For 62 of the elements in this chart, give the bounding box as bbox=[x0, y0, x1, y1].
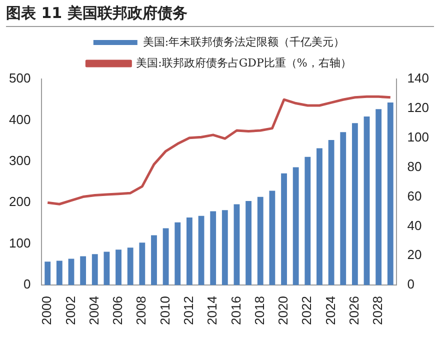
y2-tick-label: 120 bbox=[407, 100, 430, 116]
x-tick-label: 2010 bbox=[157, 296, 172, 325]
bar bbox=[269, 190, 276, 286]
y-tick-label: 200 bbox=[8, 194, 31, 210]
bar bbox=[56, 260, 62, 286]
bar bbox=[174, 222, 181, 286]
bar bbox=[316, 148, 322, 286]
legend-label: 美国:年末联邦债务法定限额（千亿美元） bbox=[142, 35, 345, 48]
bar bbox=[198, 216, 204, 286]
bar bbox=[162, 228, 169, 286]
x-tick-label: 2004 bbox=[86, 296, 102, 325]
bar bbox=[257, 196, 264, 286]
bar bbox=[127, 248, 134, 286]
x-tick-label: 2006 bbox=[110, 296, 126, 325]
bar bbox=[340, 132, 346, 286]
bar bbox=[151, 235, 157, 286]
bar bbox=[292, 167, 299, 286]
bar bbox=[387, 102, 394, 286]
bar bbox=[104, 252, 110, 286]
x-tick-label: 2018 bbox=[252, 296, 267, 325]
bar bbox=[116, 250, 122, 286]
x-tick-label: 2000 bbox=[39, 296, 54, 325]
x-tick-label: 2008 bbox=[134, 296, 149, 325]
bar bbox=[304, 156, 311, 286]
bar bbox=[210, 211, 216, 286]
y2-tick-label: 140 bbox=[407, 70, 430, 86]
bar bbox=[186, 217, 192, 286]
chart-title: 图表 11 美国联邦政府债务 bbox=[6, 4, 434, 27]
bar bbox=[246, 201, 252, 286]
bar bbox=[222, 210, 228, 286]
y2-tick-label: 60 bbox=[407, 188, 422, 204]
bar bbox=[80, 256, 86, 286]
y-tick-label: 0 bbox=[23, 276, 31, 292]
x-tick-label: 2016 bbox=[228, 296, 244, 325]
bar bbox=[328, 140, 334, 286]
y2-tick-label: 0 bbox=[407, 276, 415, 292]
bar bbox=[364, 116, 370, 286]
bar bbox=[281, 173, 287, 286]
x-tick-label: 2002 bbox=[62, 296, 78, 325]
bar bbox=[44, 262, 51, 286]
y2-tick-label: 20 bbox=[407, 247, 422, 262]
bar bbox=[139, 242, 146, 286]
x-tick-label: 2020 bbox=[276, 296, 291, 325]
bar bbox=[68, 258, 74, 286]
legend-label: 美国:联邦政府债务占GDP比重（%，右轴） bbox=[136, 56, 352, 70]
y-tick-label: 500 bbox=[8, 70, 31, 86]
bar bbox=[352, 123, 358, 286]
y-tick-label: 300 bbox=[8, 153, 31, 168]
x-tick-label: 2026 bbox=[346, 296, 362, 325]
x-tick-label: 2022 bbox=[299, 296, 314, 325]
x-tick-label: 2028 bbox=[370, 296, 386, 325]
x-tick-label: 2014 bbox=[204, 296, 220, 325]
y2-tick-label: 40 bbox=[407, 218, 422, 233]
bar bbox=[234, 204, 240, 286]
y2-tick-label: 80 bbox=[407, 158, 422, 174]
x-tick-label: 2012 bbox=[181, 296, 196, 325]
y-tick-label: 400 bbox=[8, 112, 31, 127]
x-tick-label: 2024 bbox=[322, 296, 338, 325]
bar bbox=[376, 109, 382, 286]
y2-tick-label: 100 bbox=[407, 129, 430, 144]
bar bbox=[92, 254, 98, 286]
y-tick-label: 100 bbox=[8, 235, 31, 250]
